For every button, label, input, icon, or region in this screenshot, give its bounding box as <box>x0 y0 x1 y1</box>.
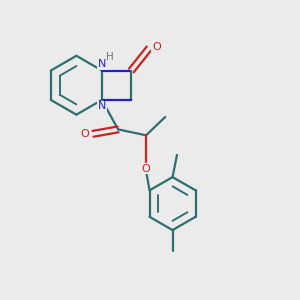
Text: H: H <box>106 52 114 62</box>
Text: O: O <box>80 129 89 139</box>
Text: O: O <box>142 164 150 174</box>
Text: O: O <box>152 42 161 52</box>
Text: N: N <box>98 59 106 69</box>
Text: N: N <box>98 101 106 111</box>
